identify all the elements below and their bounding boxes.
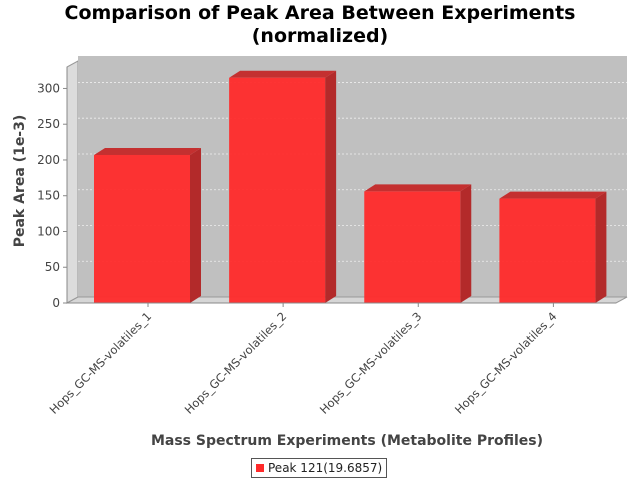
bar-front: [229, 77, 326, 304]
chart-title: Comparison of Peak Area Between Experime…: [0, 2, 640, 48]
bar: [94, 147, 201, 303]
bar-front: [499, 198, 596, 303]
y-axis: 0 50 100 150 200 250 300: [37, 67, 68, 310]
bar-side: [460, 184, 472, 303]
y-tick-label: 0: [52, 296, 60, 310]
x-tick-label: Hops_GC-MS-volatiles_1: [47, 309, 154, 416]
bar: [499, 191, 607, 303]
legend-swatch-icon: [256, 464, 264, 472]
y-tick-label: 100: [37, 224, 60, 238]
y-tick-label: 200: [37, 153, 60, 167]
left-wall: [66, 60, 79, 304]
legend: Peak 121(19.6857): [251, 458, 388, 478]
bar-top: [364, 184, 472, 192]
y-tick-label: 50: [45, 260, 60, 274]
bar: [364, 184, 472, 303]
x-axis: Hops_GC-MS-volatiles_1 Hops_GC-MS-volatil…: [47, 302, 616, 417]
y-tick-label: 300: [37, 81, 60, 95]
bar-front: [94, 154, 190, 303]
bar-top: [229, 70, 337, 78]
x-tick-label: Hops_GC-MS-volatiles_4: [452, 309, 559, 416]
x-tick-label: Hops_GC-MS-volatiles_2: [182, 309, 289, 416]
y-tick-label: 150: [37, 189, 60, 203]
bar-top: [499, 191, 607, 199]
y-tick-label: 250: [37, 117, 60, 131]
bar-side: [190, 147, 201, 303]
chart-title-line-1: Comparison of Peak Area Between Experime…: [64, 2, 576, 24]
x-axis-title: Mass Spectrum Experiments (Metabolite Pr…: [151, 433, 543, 449]
bar-side: [595, 191, 607, 303]
chart-title-line-2: (normalized): [251, 25, 389, 47]
bar-side: [325, 70, 337, 304]
bars: [94, 70, 607, 304]
bar-top: [94, 147, 201, 155]
y-axis-title: Peak Area (1e-3): [12, 115, 28, 248]
bar: [229, 70, 337, 304]
bar-front: [364, 191, 461, 303]
legend-label: Peak 121(19.6857): [268, 461, 383, 475]
x-tick-label: Hops_GC-MS-volatiles_3: [317, 309, 424, 416]
